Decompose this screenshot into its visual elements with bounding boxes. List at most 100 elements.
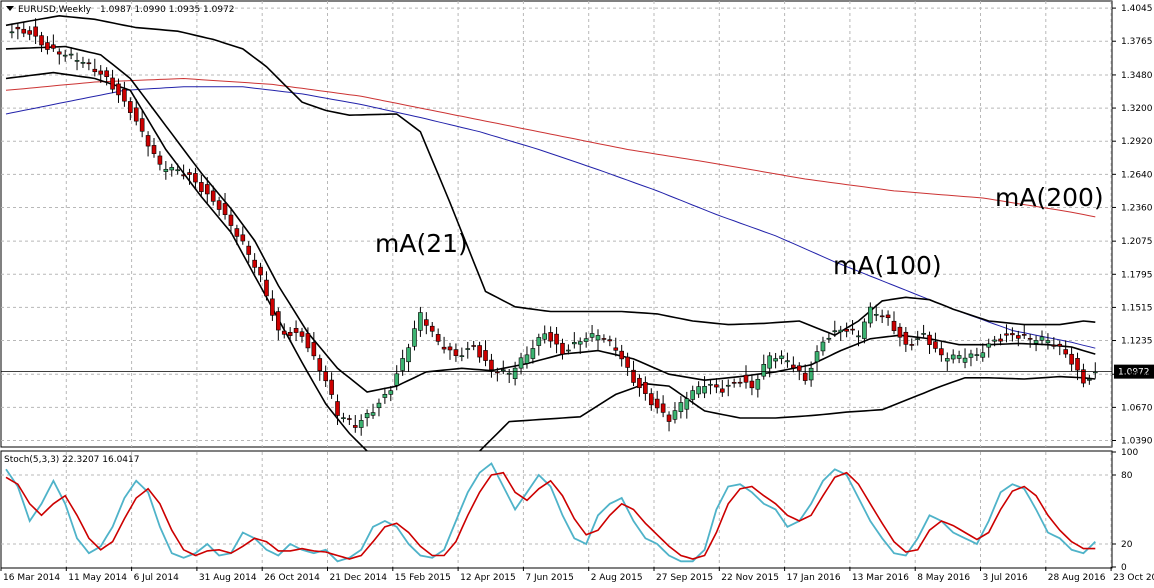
candle: [382, 387, 388, 404]
x-tick-label: 15 Feb 2015: [395, 573, 451, 583]
candle: [305, 327, 311, 353]
candle-body: [779, 355, 784, 359]
candle-body: [832, 330, 838, 333]
candle: [459, 347, 465, 362]
candle: [826, 333, 832, 343]
candle-body: [45, 42, 50, 50]
candle-body: [625, 356, 630, 368]
candle-body: [104, 70, 109, 78]
candle-body: [246, 245, 252, 255]
candle-body: [477, 345, 482, 358]
candle-body: [293, 328, 299, 333]
candle: [785, 352, 790, 368]
candle-body: [276, 311, 281, 331]
dropdown-triangle-icon[interactable]: [6, 6, 14, 11]
candle: [9, 23, 15, 39]
candle-body: [500, 369, 506, 371]
candle-body: [122, 88, 127, 102]
candle-body: [684, 398, 690, 410]
candle: [27, 26, 32, 41]
candle: [731, 378, 737, 388]
price-grid: [1, 1, 1112, 447]
candle-body: [51, 44, 56, 49]
candle-body: [400, 358, 405, 371]
candle-body: [424, 319, 429, 326]
candle-body: [459, 355, 465, 357]
candle: [74, 52, 80, 71]
candle-body: [169, 167, 175, 171]
candle-body: [974, 354, 980, 356]
ohlc-label: 1.0987 1.0990 1.0935 1.0972: [100, 5, 235, 15]
candle-body: [613, 347, 619, 351]
x-tick-label: 31 Aug 2014: [199, 573, 257, 583]
candle: [690, 385, 696, 405]
candle-body: [352, 425, 358, 428]
candle: [222, 192, 228, 220]
candle-body: [193, 173, 198, 183]
candle-body: [577, 341, 583, 345]
candle: [708, 380, 713, 395]
current-price-label: 1.0972: [1118, 368, 1150, 378]
candle: [104, 67, 109, 86]
candle-body: [791, 364, 796, 369]
candle: [542, 325, 548, 344]
x-tick-label: 11 May 2014: [68, 573, 127, 583]
candle-body: [483, 350, 488, 361]
stoch-y-tick-label: 80: [1121, 471, 1133, 481]
candle: [1075, 352, 1080, 381]
candlesticks: [9, 18, 1098, 436]
candle: [281, 323, 287, 339]
candle-body: [802, 372, 808, 381]
candle: [347, 414, 352, 426]
ma100-annotation: mA(100): [833, 251, 942, 280]
candle: [548, 326, 553, 348]
y-tick-label: 1.2920: [1121, 137, 1153, 147]
candle-body: [702, 385, 707, 394]
candle: [33, 18, 38, 44]
x-tick-label: 8 May 2016: [917, 573, 970, 583]
candle: [1087, 374, 1092, 385]
candle-body: [258, 266, 263, 276]
candle: [1063, 340, 1068, 358]
candle-body: [524, 354, 530, 364]
candle-body: [163, 168, 169, 172]
candle: [341, 412, 346, 423]
candle-body: [868, 306, 873, 324]
candle-body: [56, 51, 62, 55]
candle: [702, 376, 707, 399]
stoch-main-series: [5, 462, 1096, 563]
candle: [139, 110, 145, 138]
candle-body: [347, 418, 352, 420]
candle: [980, 343, 986, 362]
candle: [1010, 327, 1015, 342]
candle: [1021, 324, 1027, 339]
candle: [909, 338, 915, 351]
candle-body: [1069, 353, 1074, 365]
candle-body: [660, 403, 666, 413]
ma200-line: [5, 77, 1096, 218]
candle-body: [447, 346, 453, 351]
candle-body: [86, 62, 92, 65]
candle: [927, 331, 932, 354]
candle-body: [110, 77, 115, 90]
candle: [720, 380, 725, 397]
candle-body: [725, 384, 731, 387]
price-y-axis: 1.4045 1.3765 1.3480 1.3200 1.2920 1.2640 1.23…: [1112, 4, 1153, 446]
ma200-annotation: mA(200): [995, 183, 1104, 212]
candle: [56, 48, 62, 65]
lower-band-series: [5, 71, 1096, 474]
candle: [1039, 330, 1045, 346]
candle-body: [471, 345, 476, 347]
x-tick-label: 3 Jul 2016: [983, 573, 1028, 583]
candle-body: [287, 331, 293, 336]
candle-body: [566, 349, 571, 352]
candle: [199, 174, 204, 196]
candle: [193, 167, 198, 189]
candle: [838, 325, 844, 341]
candle-body: [897, 326, 903, 338]
candle: [45, 36, 50, 55]
candle: [666, 411, 672, 432]
x-tick-label: 6 Jul 2014: [134, 573, 179, 583]
candle-body: [62, 54, 68, 57]
candle: [234, 224, 240, 246]
